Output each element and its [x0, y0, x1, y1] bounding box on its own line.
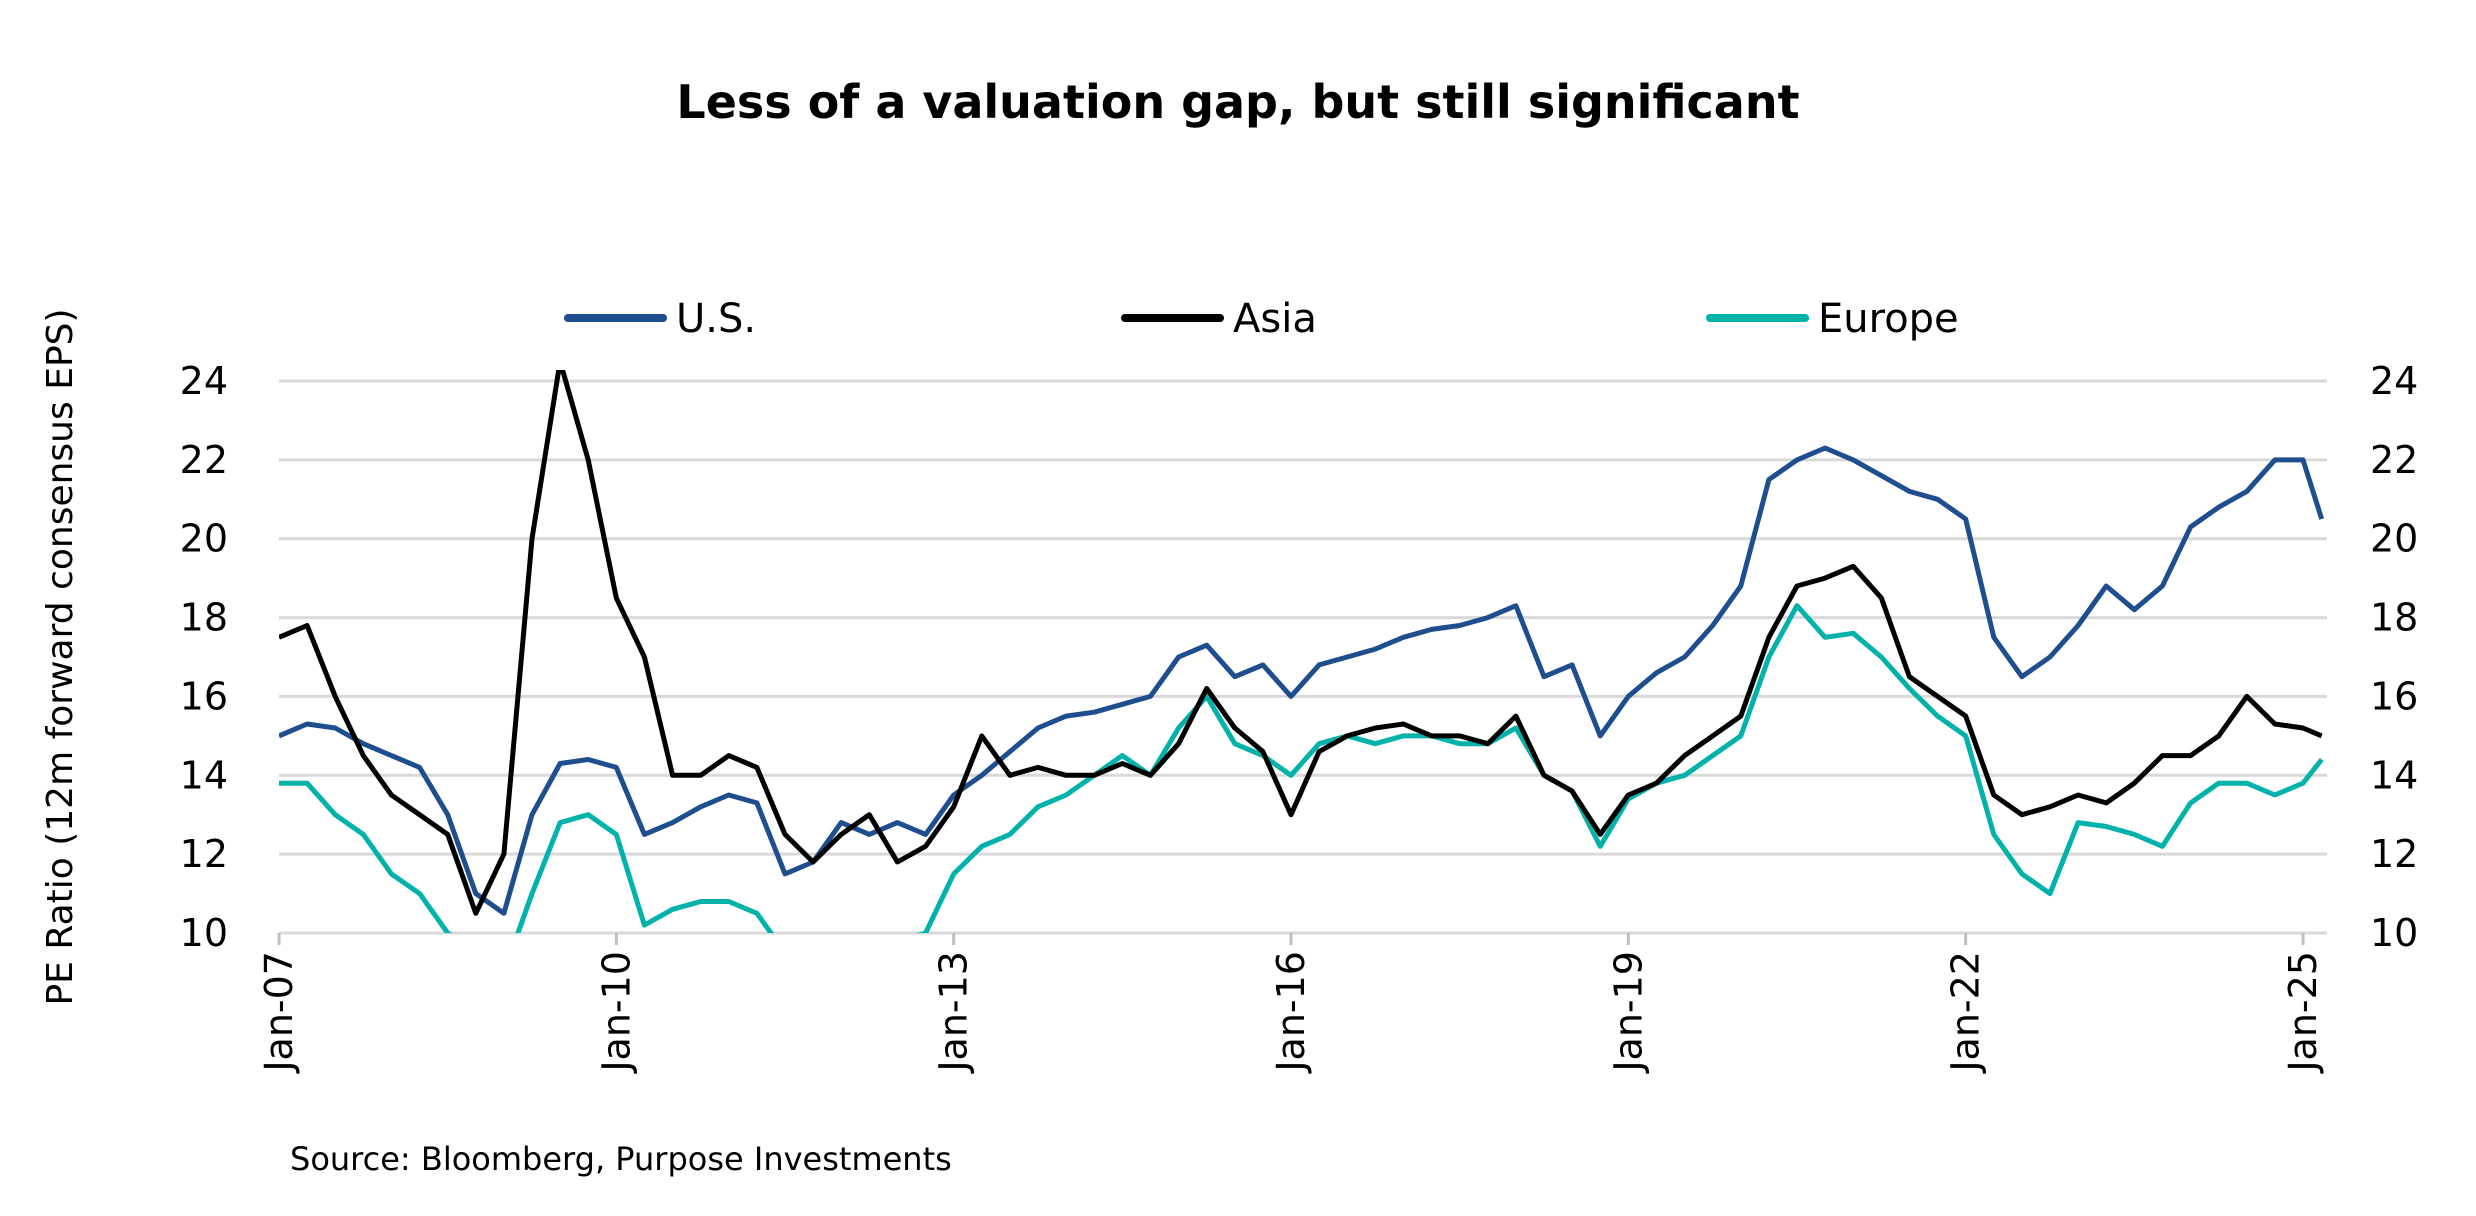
y-tick-label-right: 20	[2370, 517, 2418, 561]
y-tick-label-left: 18	[180, 596, 228, 640]
y-axis-left: 10 12 14 16 18 20 22 24	[180, 359, 228, 955]
y-tick-label-right: 16	[2370, 674, 2418, 718]
y-axis-label: PE Ratio (12m forward consensus EPS)	[40, 308, 81, 1005]
x-tick-label: Jan-13	[932, 951, 976, 1074]
legend: U.S. Asia Europe	[564, 296, 1959, 342]
x-tick-label: Jan-10	[594, 951, 638, 1074]
series-lines	[279, 370, 2325, 933]
y-tick-label-right: 12	[2370, 832, 2418, 876]
y-tick-label-left: 10	[180, 911, 228, 955]
y-tick-label-right: 14	[2370, 753, 2418, 797]
y-tick-label-left: 12	[180, 832, 228, 876]
y-tick-label-left: 16	[180, 674, 228, 718]
legend-label: Asia	[1233, 296, 1317, 342]
series-line-us	[279, 445, 2325, 916]
y-tick-label-right: 24	[2370, 359, 2418, 403]
x-tick-label: Jan-19	[1606, 951, 1650, 1074]
y-tick-label-right: 10	[2370, 911, 2418, 955]
y-tick-label-right: 18	[2370, 596, 2418, 640]
y-tick-label-left: 14	[180, 753, 228, 797]
x-tick-label: Jan-16	[1269, 951, 1313, 1074]
y-tick-label-left: 20	[180, 517, 228, 561]
legend-label: Europe	[1818, 296, 1959, 342]
y-tick-label-left: 24	[180, 359, 228, 403]
series-line-europe	[279, 603, 2324, 933]
x-axis: Jan-07 Jan-10 Jan-13 Jan-16 Jan-19 Jan-22 Jan-…	[257, 931, 2327, 1074]
x-tick-label: Jan-25	[2281, 951, 2325, 1074]
x-tick-label: Jan-22	[1944, 951, 1988, 1074]
y-tick-label-right: 22	[2370, 438, 2418, 482]
series-line-asia	[279, 370, 2323, 916]
y-tick-label-left: 22	[180, 438, 228, 482]
source-note: Source: Bloomberg, Purpose Investments	[290, 1140, 952, 1178]
y-axis-right: 10 12 14 16 18 20 22 24	[2370, 359, 2418, 955]
x-tick-label: Jan-07	[257, 951, 301, 1074]
legend-label: U.S.	[676, 296, 756, 342]
chart-title: Less of a valuation gap, but still signi…	[676, 75, 1799, 129]
